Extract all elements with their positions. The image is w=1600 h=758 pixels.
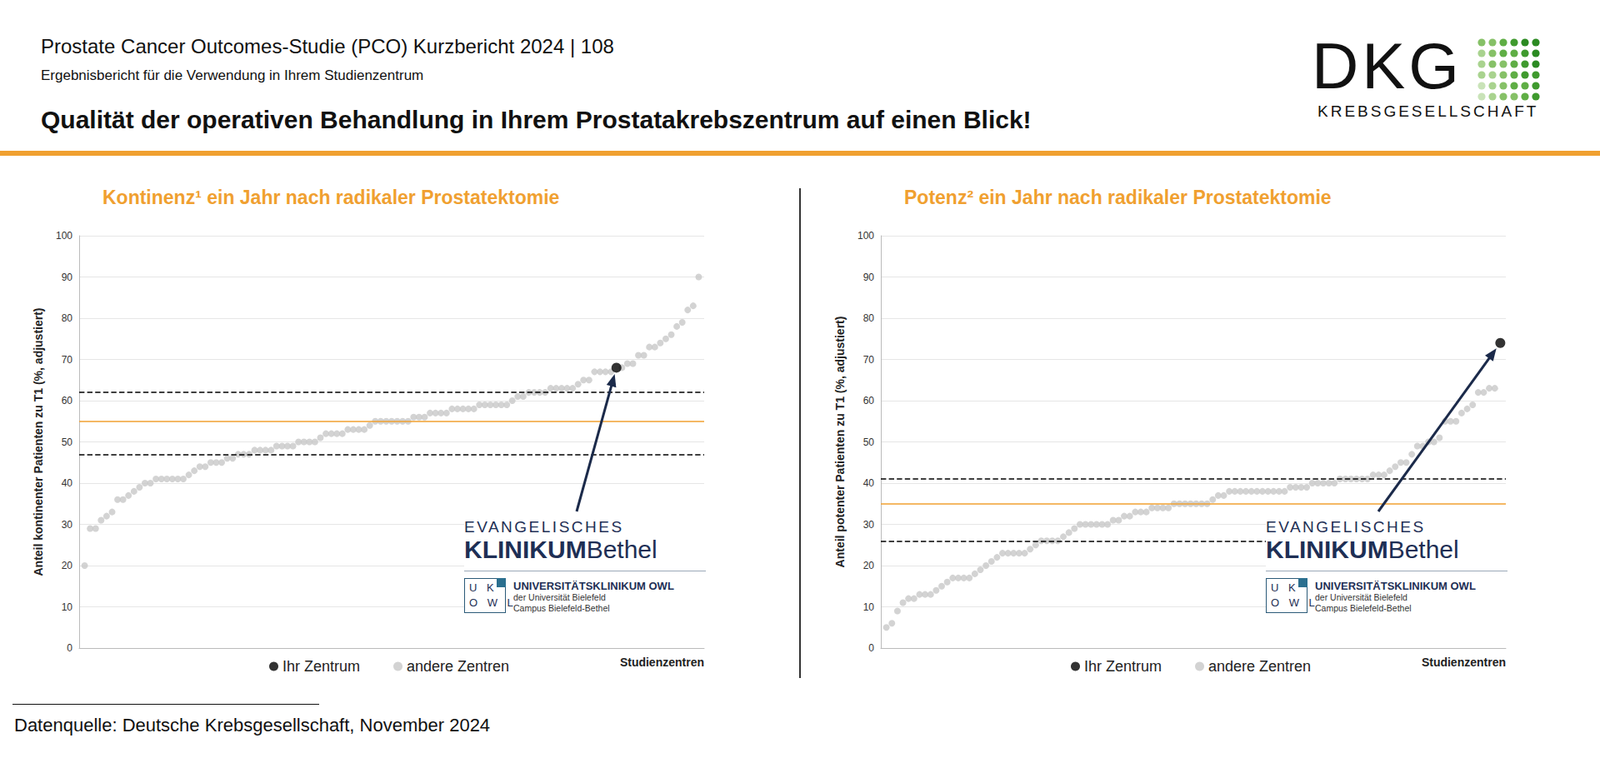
html-text:UNIVERSITÄTSKLINIKUM OWL: UNIVERSITÄTSKLINIKUM OWL xyxy=(1315,579,1476,593)
svg-text:andere Zentren: andere Zentren xyxy=(406,658,510,675)
html-text:Ergebnisbericht für die Verwen: Ergebnisbericht für die Verwendung in Ih… xyxy=(40,67,424,84)
svg-text:60: 60 xyxy=(61,395,74,407)
svg-text:Kontinenz¹ ein Jahr nach radik: Kontinenz¹ ein Jahr nach radikaler Prost… xyxy=(102,186,560,209)
svg-text:10: 10 xyxy=(863,601,875,614)
html-text:Prostate Cancer Outcomes-Studi: Prostate Cancer Outcomes-Studie (PCO) Ku… xyxy=(40,35,615,58)
html-text:Campus Bielefeld-Bethel: Campus Bielefeld-Bethel xyxy=(1315,603,1412,613)
svg-text:Potenz² ein Jahr nach radikale: Potenz² ein Jahr nach radikaler Prostate… xyxy=(904,186,1332,209)
svg-text:50: 50 xyxy=(61,436,74,449)
svg-text:60: 60 xyxy=(863,395,875,407)
svg-text:30: 30 xyxy=(863,519,875,531)
svg-text:70: 70 xyxy=(863,354,875,366)
svg-text:80: 80 xyxy=(61,312,74,325)
svg-text:100: 100 xyxy=(55,230,73,242)
svg-text:Ihr Zentrum: Ihr Zentrum xyxy=(282,658,360,675)
svg-text:Studienzentren: Studienzentren xyxy=(620,655,705,670)
svg-text:10: 10 xyxy=(61,601,74,614)
html-text:KLINIKUM Bethel: KLINIKUM Bethel xyxy=(1265,535,1459,564)
html-text:Qualität der operativen Behand: Qualität der operativen Behandlung in Ih… xyxy=(40,105,1032,134)
svg-text:80: 80 xyxy=(863,312,875,325)
html-text:O W L: O W L xyxy=(469,596,517,609)
html-text:der Universität Bielefeld: der Universität Bielefeld xyxy=(1315,592,1408,603)
html-text:Datenquelle: Deutsche Krebsges: Datenquelle: Deutsche Krebsgesellschaft,… xyxy=(14,715,491,736)
html-text:EVANGELISCHES: EVANGELISCHES xyxy=(1265,518,1426,536)
html-text:EVANGELISCHES: EVANGELISCHES xyxy=(464,518,624,536)
svg-text:Studienzentren: Studienzentren xyxy=(1421,655,1506,670)
html-text:U K: U K xyxy=(1270,581,1299,594)
svg-text:Ihr Zentrum: Ihr Zentrum xyxy=(1084,658,1162,675)
svg-text:0: 0 xyxy=(868,642,875,655)
svg-text:40: 40 xyxy=(863,477,875,490)
html-text:O W L: O W L xyxy=(1270,596,1319,609)
svg-text:70: 70 xyxy=(61,354,74,366)
svg-text:andere Zentren: andere Zentren xyxy=(1208,658,1311,675)
html-text:KREBSGESELLSCHAFT: KREBSGESELLSCHAFT xyxy=(1317,102,1539,120)
svg-text:90: 90 xyxy=(863,271,875,284)
svg-text:40: 40 xyxy=(61,477,74,490)
svg-text:20: 20 xyxy=(863,560,875,572)
html-text:der Universität Bielefeld: der Universität Bielefeld xyxy=(513,592,606,603)
html-text:UNIVERSITÄTSKLINIKUM OWL: UNIVERSITÄTSKLINIKUM OWL xyxy=(513,579,674,593)
html-text:KLINIKUM Bethel: KLINIKUM Bethel xyxy=(464,535,658,564)
svg-text:50: 50 xyxy=(863,436,875,449)
svg-text:20: 20 xyxy=(61,560,74,572)
svg-text:Anteil potenter Patienten zu T: Anteil potenter Patienten zu T1 (%, adju… xyxy=(833,316,847,569)
svg-text:0: 0 xyxy=(66,642,73,655)
html-text:Campus Bielefeld-Bethel: Campus Bielefeld-Bethel xyxy=(513,603,610,613)
svg-text:Anteil kontinenter Patienten z: Anteil kontinenter Patienten zu T1 (%, a… xyxy=(31,307,45,576)
html-text:DKG: DKG xyxy=(1311,29,1463,103)
svg-text:90: 90 xyxy=(61,271,74,284)
svg-text:30: 30 xyxy=(61,519,74,531)
html-text:U K: U K xyxy=(469,581,498,594)
svg-text:100: 100 xyxy=(857,230,875,242)
